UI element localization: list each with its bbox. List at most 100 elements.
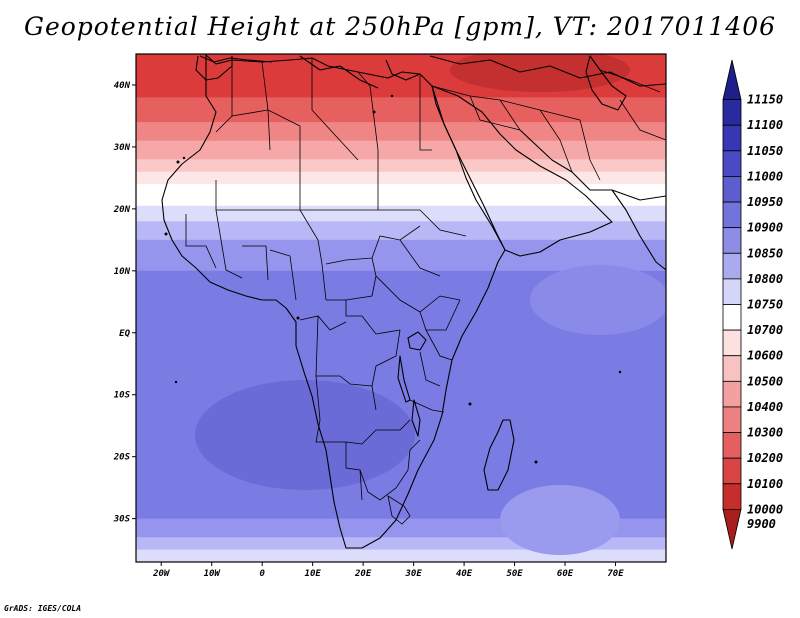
chagos — [618, 370, 622, 374]
lat-tick-label: 10N — [114, 267, 131, 277]
canary-islands — [176, 160, 180, 164]
contour-band-10750 — [136, 205, 666, 222]
madagascar-coastline — [483, 419, 515, 491]
lon-tick-label: 30E — [404, 569, 422, 579]
ascension-island — [174, 380, 178, 384]
colorbar-swatch — [722, 329, 742, 357]
axis-layer: 20W 10W 0 10E 20E 30E 40E 50E 60E 70E 40N 30N 20N 10N… — [113, 81, 624, 579]
colorbar-swatch — [722, 227, 742, 254]
greek-island — [390, 94, 394, 98]
colorbar-label: 10400 — [747, 400, 783, 414]
lon-tick-label: 70E — [607, 569, 624, 579]
colorbar-swatch — [722, 457, 742, 485]
lat-tick-label: 30N — [113, 143, 131, 153]
colorbar-bottom-arrow — [722, 508, 742, 550]
south-indian-ocean-patch — [500, 485, 620, 555]
country-borders-layer — [185, 58, 666, 525]
colorbar-swatch — [722, 99, 742, 126]
colorbar-label: 10900 — [747, 221, 783, 235]
colorbar-label: 10500 — [747, 374, 783, 388]
colorbar-top-arrow — [722, 59, 742, 101]
west-africa-borders — [185, 209, 327, 301]
lon-tick-label: 20E — [354, 569, 372, 579]
contour-band-10800 — [136, 221, 666, 241]
colorbar-label: 9900 — [747, 517, 776, 531]
colorbar-swatch — [722, 150, 742, 177]
iberia-coastline — [195, 55, 233, 81]
colorbar-label: 10200 — [747, 451, 783, 465]
colorbar-label: 11050 — [747, 144, 783, 158]
mauritius — [534, 460, 538, 464]
canary-islands-2 — [182, 156, 186, 160]
lon-tick-label: 10W — [204, 569, 222, 579]
cape-verde — [164, 232, 168, 236]
colorbar-swatch — [722, 483, 742, 510]
islands-layer — [164, 94, 622, 464]
colorbar: 11150 11100 11050 11000 10950 10900 10850 10800… — [722, 59, 783, 550]
colorbar-label: 11100 — [747, 118, 783, 132]
contour-band-10400 — [136, 140, 666, 160]
colorbar-label: 11000 — [747, 169, 783, 183]
colorbar-swatch — [722, 201, 742, 229]
persian-gulf-coastline — [519, 129, 666, 201]
lon-tick-label: 0 — [259, 569, 265, 579]
lat-tick-label: EQ — [119, 329, 130, 339]
caspian-coastline — [585, 55, 627, 111]
colorbar-label: 10600 — [747, 349, 783, 363]
regional-anomaly-layer — [195, 54, 666, 555]
colorbar-swatch — [722, 304, 742, 331]
crete — [372, 110, 376, 114]
colorbar-swatch — [722, 278, 742, 305]
southern-trough-patch — [195, 380, 415, 490]
colorbar-label: 10800 — [747, 272, 783, 286]
lake-tanganyika — [397, 355, 411, 403]
contour-band-10200 — [136, 97, 666, 123]
colorbar-label: 10850 — [747, 246, 783, 260]
lat-tick-label: 10S — [114, 391, 131, 401]
contour-band-10750 — [136, 549, 666, 562]
colorbar-label: 10950 — [747, 195, 783, 209]
colorbar-label: 10300 — [747, 426, 783, 440]
colorbar-swatch — [722, 380, 742, 408]
arabian-sea-patch — [530, 265, 666, 335]
contour-band-10850 — [136, 239, 666, 272]
lake-malawi — [411, 399, 421, 437]
plot-frame — [135, 53, 667, 563]
colorbar-swatch — [722, 406, 742, 433]
colorbar-label: 11150 — [747, 93, 783, 107]
colorbar-swatch — [722, 252, 742, 280]
colorbar-label: 10750 — [747, 298, 783, 312]
europe-coastline — [199, 55, 666, 89]
lon-tick-label: 10E — [305, 569, 322, 579]
southern-africa-borders — [315, 375, 421, 525]
north-africa-borders — [215, 58, 467, 237]
colorbar-label: 10000 — [747, 502, 783, 516]
colorbar-label: 10700 — [747, 323, 783, 337]
lat-tick-label: 40N — [114, 81, 131, 91]
contour-band-10700 — [136, 184, 666, 207]
lat-tick-label: 20N — [113, 205, 131, 215]
comoros — [468, 402, 472, 406]
lake-victoria — [407, 331, 427, 351]
contour-band-10500 — [136, 159, 666, 173]
grads-credit: GrADS: IGES/COLA — [4, 604, 82, 613]
arabian-peninsula-coastline — [431, 85, 613, 257]
lon-tick-label: 40E — [456, 569, 473, 579]
colorbar-swatch — [722, 124, 742, 152]
lon-tick-label: 60E — [557, 569, 574, 579]
contour-band-10600 — [136, 171, 666, 185]
colorbar-swatch — [722, 355, 742, 382]
sao-tome — [296, 316, 300, 320]
east-africa-borders — [409, 299, 461, 413]
mediterranean-low-patch — [450, 54, 630, 92]
colorbar-swatch — [722, 176, 742, 203]
map-title: Geopotential Height at 250hPa [gpm], VT:… — [23, 12, 777, 41]
lon-tick-label: 20W — [152, 569, 171, 579]
india-coastline — [611, 189, 666, 271]
colorbar-label: 10100 — [747, 477, 783, 491]
middle-east-borders — [431, 69, 666, 181]
lat-tick-label: 30S — [113, 515, 131, 525]
lat-tick-label: 20S — [113, 453, 131, 463]
contour-band-10300 — [136, 122, 666, 142]
